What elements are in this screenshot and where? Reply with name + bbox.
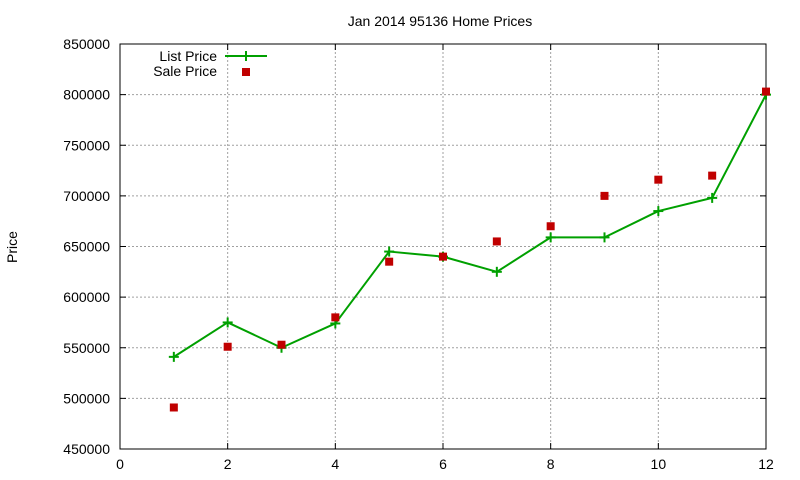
series bbox=[168, 87, 771, 412]
list-price-point bbox=[545, 232, 556, 243]
y-tick-label: 500000 bbox=[63, 390, 110, 406]
x-tick-label: 0 bbox=[116, 456, 124, 472]
sale-price-point bbox=[546, 222, 555, 231]
axis-ticks bbox=[119, 43, 767, 450]
grid bbox=[120, 44, 766, 449]
sale-price-point bbox=[385, 257, 394, 266]
y-tick-label: 800000 bbox=[63, 87, 110, 103]
x-tick-label: 2 bbox=[224, 456, 232, 472]
list-price-line bbox=[173, 94, 767, 358]
list-price-point bbox=[168, 351, 179, 362]
x-tick-label: 10 bbox=[651, 456, 667, 472]
x-tick-label: 12 bbox=[758, 456, 774, 472]
y-tick-labels: 450000 500000 550000 600000 650000 700000 7500… bbox=[63, 36, 110, 457]
sale-price-point bbox=[169, 403, 178, 412]
x-tick-label: 6 bbox=[439, 456, 447, 472]
chart-title: Jan 2014 95136 Home Prices bbox=[348, 13, 532, 29]
list-price-point bbox=[491, 266, 502, 277]
legend: List Price Sale Price bbox=[153, 48, 267, 79]
list-price-point bbox=[222, 317, 233, 328]
sale-price-point bbox=[223, 342, 232, 351]
y-tick-label: 600000 bbox=[63, 289, 110, 305]
sale-price-point bbox=[331, 313, 340, 322]
legend-marker-list-price bbox=[241, 51, 251, 61]
legend-swatch-sale-price bbox=[242, 68, 250, 76]
list-price-point bbox=[653, 206, 664, 217]
x-tick-labels: 0 2 4 6 8 10 12 bbox=[116, 456, 774, 472]
sale-price-point bbox=[762, 87, 770, 96]
x-tick-label: 4 bbox=[331, 456, 339, 472]
sale-price-point bbox=[708, 171, 717, 180]
y-tick-label: 700000 bbox=[63, 188, 110, 204]
legend-label-list-price: List Price bbox=[159, 48, 217, 64]
y-axis-label: Price bbox=[4, 231, 20, 263]
sale-price-point bbox=[492, 237, 501, 246]
y-tick-label: 450000 bbox=[63, 441, 110, 457]
y-tick-label: 850000 bbox=[63, 36, 110, 52]
list-price-point bbox=[384, 246, 395, 257]
sale-price-point bbox=[600, 191, 609, 200]
x-tick-label: 8 bbox=[547, 456, 555, 472]
list-price-point bbox=[599, 232, 610, 243]
sale-price-point bbox=[277, 340, 286, 349]
list-price-point bbox=[707, 192, 718, 203]
sale-price-point bbox=[654, 175, 663, 184]
sale-price-point bbox=[439, 252, 447, 261]
y-tick-label: 550000 bbox=[63, 340, 110, 356]
y-tick-label: 750000 bbox=[63, 137, 110, 153]
legend-label-sale-price: Sale Price bbox=[153, 63, 217, 79]
y-tick-label: 650000 bbox=[63, 239, 110, 255]
